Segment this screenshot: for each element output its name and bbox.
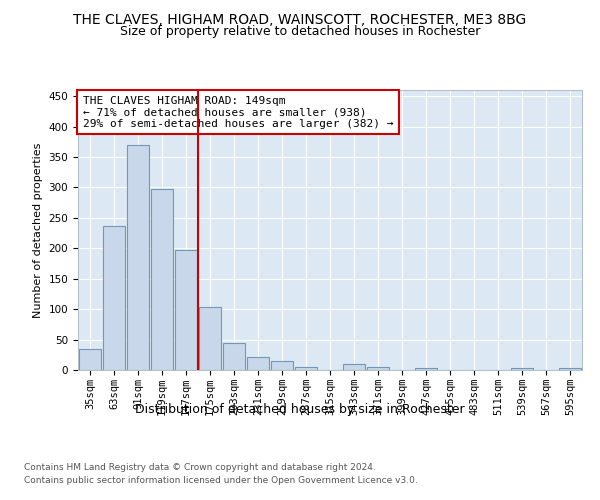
Bar bbox=[247, 356, 269, 370]
Text: Contains HM Land Registry data © Crown copyright and database right 2024.: Contains HM Land Registry data © Crown c… bbox=[24, 462, 376, 471]
Bar bbox=[127, 145, 149, 370]
Bar bbox=[343, 364, 365, 370]
Bar bbox=[559, 368, 581, 370]
Text: Distribution of detached houses by size in Rochester: Distribution of detached houses by size … bbox=[135, 402, 465, 415]
Bar bbox=[199, 306, 221, 370]
Bar bbox=[511, 368, 533, 370]
Bar bbox=[79, 348, 101, 370]
Text: Contains public sector information licensed under the Open Government Licence v3: Contains public sector information licen… bbox=[24, 476, 418, 485]
Text: Size of property relative to detached houses in Rochester: Size of property relative to detached ho… bbox=[120, 25, 480, 38]
Bar bbox=[151, 189, 173, 370]
Y-axis label: Number of detached properties: Number of detached properties bbox=[33, 142, 43, 318]
Text: THE CLAVES HIGHAM ROAD: 149sqm
← 71% of detached houses are smaller (938)
29% of: THE CLAVES HIGHAM ROAD: 149sqm ← 71% of … bbox=[83, 96, 394, 129]
Bar bbox=[223, 342, 245, 370]
Bar bbox=[295, 367, 317, 370]
Bar bbox=[415, 368, 437, 370]
Bar bbox=[271, 362, 293, 370]
Bar bbox=[175, 250, 197, 370]
Bar bbox=[367, 367, 389, 370]
Text: THE CLAVES, HIGHAM ROAD, WAINSCOTT, ROCHESTER, ME3 8BG: THE CLAVES, HIGHAM ROAD, WAINSCOTT, ROCH… bbox=[73, 12, 527, 26]
Bar bbox=[103, 226, 125, 370]
